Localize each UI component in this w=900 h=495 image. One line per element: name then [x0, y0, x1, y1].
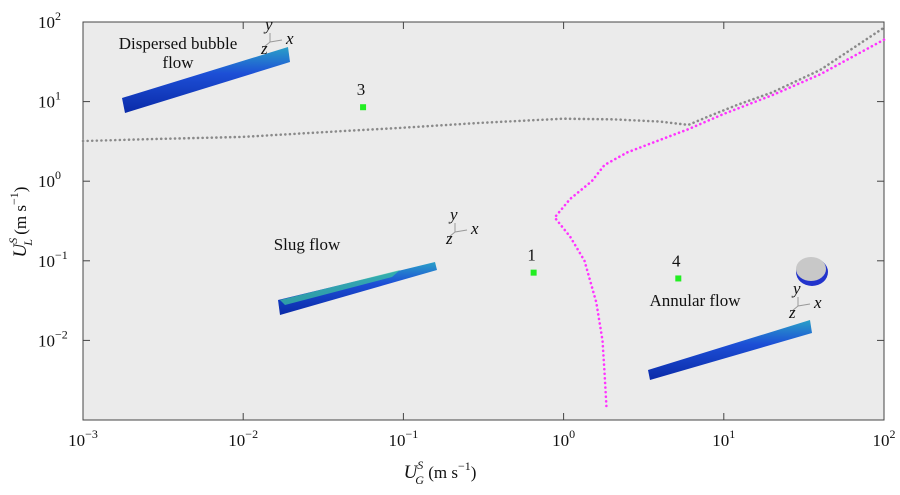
- triad-label: x: [470, 219, 479, 238]
- axis-unit-exp: −1: [7, 192, 21, 205]
- axis-symbol: U: [404, 462, 419, 483]
- pipe-slug: [278, 262, 437, 315]
- x-tick-label: 101: [712, 427, 735, 450]
- x-tick-exp: −2: [245, 427, 258, 441]
- triad-label: y: [448, 205, 458, 224]
- y-tick-label: 10−1: [38, 248, 68, 271]
- y-tick-label: 10−2: [38, 327, 68, 350]
- x-tick-exp: 1: [729, 427, 735, 441]
- axis-sub: G: [415, 473, 424, 487]
- point-label: 1: [527, 246, 536, 265]
- y-tick-label: 101: [38, 89, 61, 112]
- pipe-section-core: [796, 257, 826, 281]
- point-label: 3: [357, 80, 366, 99]
- triad-label: z: [445, 229, 453, 248]
- x-tick-exp: −1: [406, 427, 419, 441]
- point-label: 4: [672, 251, 681, 270]
- operating-point: [530, 269, 537, 276]
- triad-axis: [269, 39, 283, 43]
- x-tick-base: 10: [873, 431, 890, 450]
- y-tick-base: 10: [38, 172, 55, 191]
- boundary-curve: [553, 38, 886, 408]
- regime-label: Dispersed bubble: [119, 34, 238, 53]
- y-tick-base: 10: [38, 13, 55, 32]
- x-tick-label: 102: [873, 427, 896, 450]
- x-tick-base: 10: [712, 431, 729, 450]
- x-tick-base: 10: [552, 431, 569, 450]
- flow-insets: [122, 47, 828, 380]
- triad-label: y: [263, 15, 273, 34]
- y-tick-exp: −1: [55, 248, 68, 262]
- pipe-annular: [648, 320, 812, 380]
- triad-axis: [263, 41, 271, 48]
- axis-unit-exp: −1: [458, 459, 471, 473]
- triad-axis: [797, 303, 811, 307]
- triad-axis: [791, 305, 799, 312]
- x-tick-base: 10: [389, 431, 406, 450]
- triad-axis: [448, 231, 456, 238]
- x-tick-label: 10−3: [68, 427, 98, 450]
- x-tick-exp: 2: [890, 427, 896, 441]
- triad-label: z: [260, 39, 268, 58]
- operating-point: [675, 275, 682, 282]
- triad-axis: [454, 229, 468, 233]
- y-tick-exp: 2: [55, 9, 61, 23]
- regime-label: flow: [162, 53, 194, 72]
- y-tick-base: 10: [38, 331, 55, 350]
- ylabel-label: USL (m s−1): [6, 187, 35, 258]
- axis-sup: S: [6, 238, 20, 244]
- regime-label: Slug flow: [274, 235, 341, 254]
- axis-sup: S: [417, 458, 423, 472]
- x-tick-base: 10: [228, 431, 245, 450]
- axis-close: ): [11, 187, 30, 193]
- x-tick-label: 100: [552, 427, 575, 450]
- y-tick-label: 102: [38, 9, 61, 32]
- y-tick-exp: 0: [55, 168, 61, 182]
- triad-label: x: [813, 293, 822, 312]
- y-tick-base: 10: [38, 93, 55, 112]
- axis-close: ): [471, 463, 477, 482]
- pipe-dispersed: [122, 47, 290, 113]
- y-tick-label: 100: [38, 168, 61, 191]
- triad-label: z: [788, 303, 796, 322]
- y-tick-base: 10: [38, 252, 55, 271]
- regime-label: Annular flow: [649, 291, 741, 310]
- axis-unit: (m s: [11, 205, 30, 239]
- y-tick-exp: −2: [55, 327, 68, 341]
- x-tick-exp: −3: [85, 427, 98, 441]
- axis-symbol: U: [10, 242, 31, 257]
- xlabel-label: US G (m s−1): [404, 458, 477, 487]
- boundary-curve: [81, 26, 886, 143]
- triad-label: x: [285, 29, 294, 48]
- axis-sub: L: [21, 239, 35, 247]
- x-tick-label: 10−1: [389, 427, 419, 450]
- x-tick-base: 10: [68, 431, 85, 450]
- plot-area: [82, 21, 885, 421]
- operating-point: [360, 104, 367, 111]
- y-tick-exp: 1: [55, 89, 61, 103]
- triad-label: y: [791, 279, 801, 298]
- axis-unit: (m s: [424, 463, 458, 482]
- pipe-slug-liquid: [280, 270, 400, 305]
- x-tick-exp: 0: [569, 427, 575, 441]
- x-tick-label: 10−2: [228, 427, 258, 450]
